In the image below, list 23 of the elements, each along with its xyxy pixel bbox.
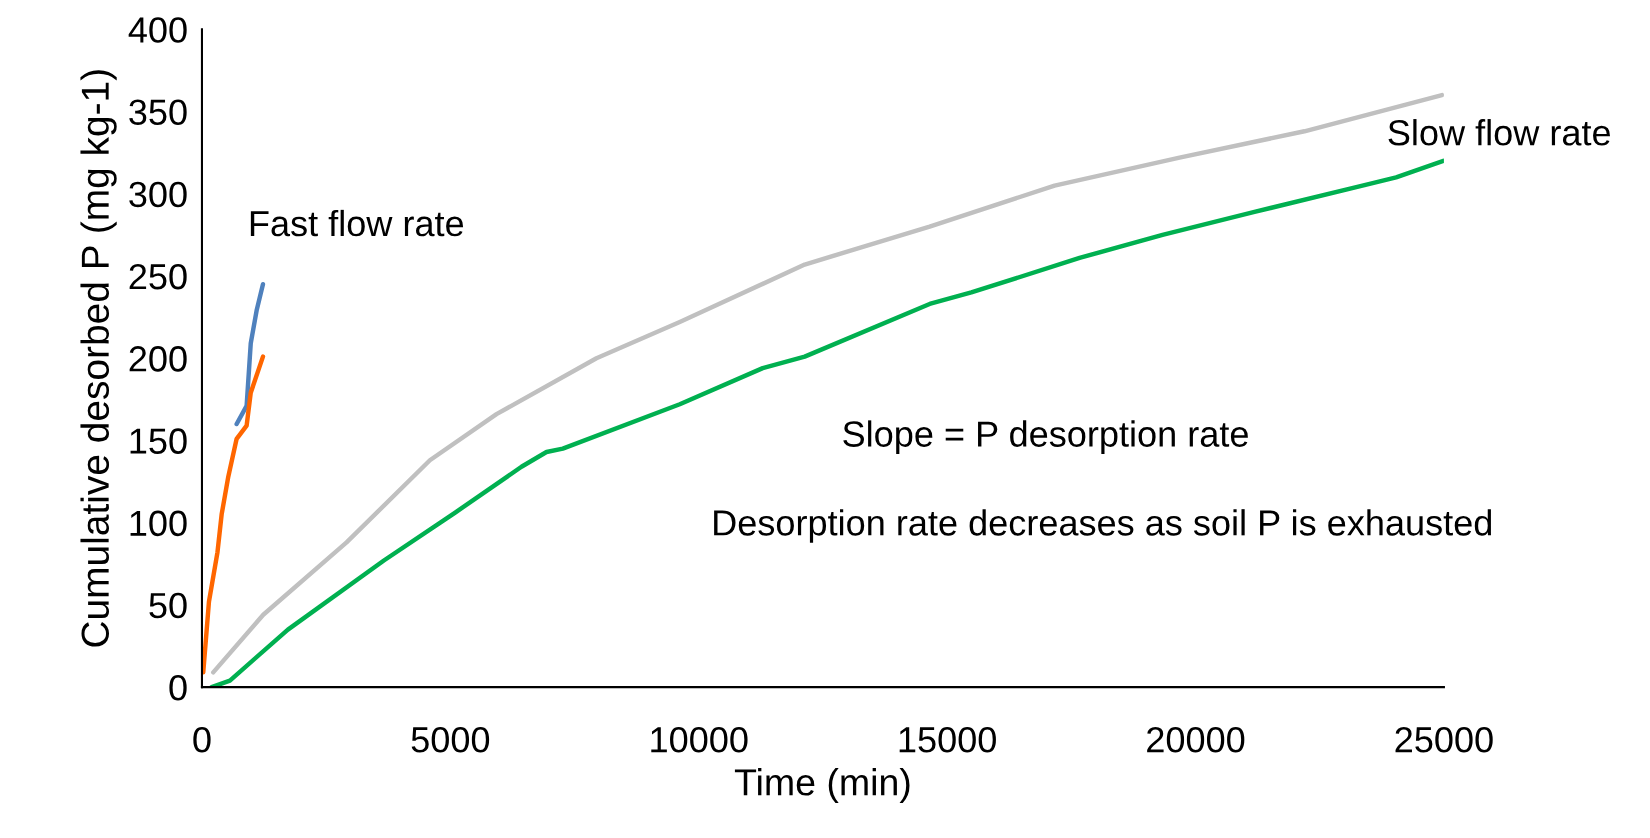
x-tick-label: 5000 [411, 727, 490, 753]
line-series [201, 354, 266, 675]
x-tick-label: 10000 [651, 727, 748, 753]
x-axis-title: Time (min) [734, 768, 910, 803]
y-tick-label: 150 [130, 428, 187, 454]
y-tick-label: 250 [129, 263, 187, 290]
annotation: Desorption rate decreases as soil P is exhausted [714, 509, 1492, 543]
x-tick-label: 15000 [899, 727, 996, 753]
x-tick-label: 20000 [1147, 727, 1245, 753]
y-tick-label: 50 [149, 592, 187, 619]
x-tick-label: 0 [193, 727, 211, 753]
y-tick-label: 350 [129, 99, 187, 125]
y-axis-title: Cumulative desorbed P (mg kg-1) [80, 70, 117, 647]
annotation: Slow flow rate [1388, 119, 1610, 146]
y-tick-label: 0 [169, 675, 187, 701]
y-tick-label: 100 [130, 510, 187, 537]
y-tick-label: 300 [129, 181, 187, 208]
line-series [234, 282, 266, 427]
y-tick-label: 400 [128, 17, 187, 43]
x-tick-label: 25000 [1395, 727, 1493, 753]
annotation: Slope = P desorption rate [843, 420, 1248, 455]
annotation: Fast flow rate [250, 209, 464, 237]
y-tick-label: 200 [129, 346, 187, 372]
